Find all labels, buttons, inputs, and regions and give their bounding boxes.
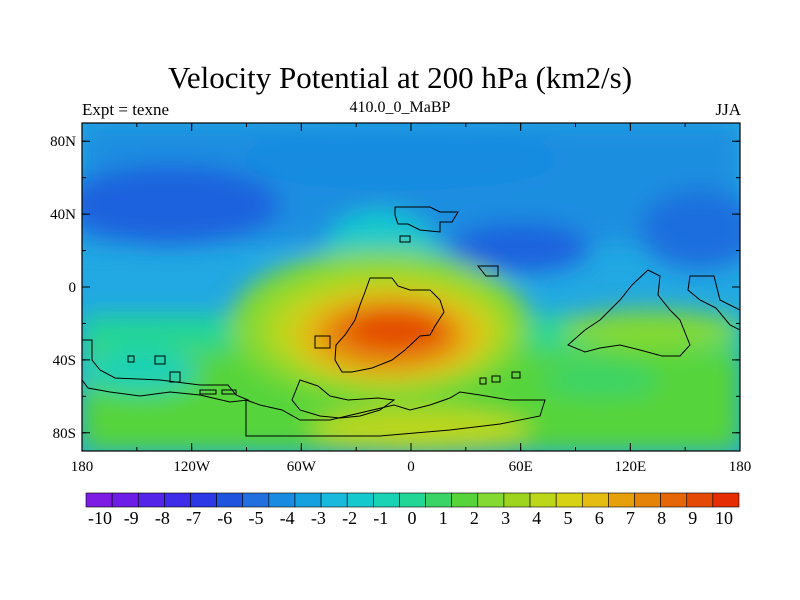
x-tick-label: 60W [287, 459, 317, 475]
colorbar-box [346, 492, 374, 508]
colorbar-label: 9 [688, 508, 697, 528]
colorbar-box [268, 492, 296, 508]
colorbar-box [373, 492, 400, 508]
colorbar-box [137, 492, 165, 508]
colorbar-box [503, 492, 531, 508]
x-tick-label: 120E [614, 459, 646, 475]
colorbar-label: -4 [280, 508, 295, 528]
colorbar-label: 8 [657, 508, 666, 528]
colorbar-label: -9 [124, 508, 139, 528]
colorbar-label: 6 [595, 508, 604, 528]
colorbar-box [686, 492, 714, 508]
chart-title: Velocity Potential at 200 hPa (km2/s) [167, 60, 633, 95]
colorbar-label: 1 [439, 508, 448, 528]
colorbar-box [425, 492, 452, 508]
colorbar-box [608, 492, 635, 508]
season-label: JJA [715, 100, 741, 119]
x-tick-label: 0 [407, 459, 415, 475]
colorbar-box [581, 492, 609, 508]
colorbar-label: 3 [501, 508, 510, 528]
y-tick-label: 40N [50, 207, 76, 223]
x-tick-label: 60E [509, 459, 533, 475]
colorbar-label: -3 [311, 508, 326, 528]
colorbar-label: -7 [186, 508, 201, 528]
y-tick-label: 0 [69, 280, 77, 296]
colorbar-box [660, 492, 688, 508]
colorbar-label: 4 [532, 508, 541, 528]
colorbar-label: -8 [155, 508, 170, 528]
colorbar-box [399, 492, 426, 508]
y-tick-label: 40S [53, 353, 76, 369]
colorbar-label: -5 [249, 508, 264, 528]
colorbar-box [85, 492, 113, 508]
colorbar-box [477, 492, 505, 508]
colorbar-label: 7 [626, 508, 635, 528]
colorbar-box [634, 492, 661, 508]
y-tick-label: 80S [53, 426, 76, 442]
colorbar-box [712, 492, 740, 508]
colorbar-label: -6 [217, 508, 232, 528]
colorbar-labels: -10 -9 -8 -7 -6 -5 -4 -3 -2 -1 0 1 2 3 4 5 6 7 8 9 10 [88, 508, 733, 528]
colorbar-label: 0 [408, 508, 417, 528]
colorbar-box [242, 492, 270, 508]
colorbar-box [111, 492, 139, 508]
colorbar-label: 2 [470, 508, 479, 528]
contour-field [82, 123, 740, 451]
colorbar-box [164, 492, 191, 508]
colorbar-label: -10 [88, 508, 112, 528]
experiment-label: Expt = texne [82, 100, 170, 119]
axis-ticks [81, 123, 741, 451]
colorbar-label: -1 [373, 508, 388, 528]
y-tick-label: 80N [50, 134, 76, 150]
colorbar-label: -2 [342, 508, 357, 528]
colorbar-label: 5 [564, 508, 573, 528]
colorbar-box [190, 492, 217, 508]
x-axis-labels: 180 120W 60W 0 60E 120E 180 [71, 459, 752, 475]
x-tick-label: 180 [729, 459, 752, 475]
colorbar-box [529, 492, 557, 508]
colorbar-box [555, 492, 583, 508]
period-label: 410.0_0_MaBP [349, 99, 451, 116]
colorbar-box [320, 492, 348, 508]
coastlines [82, 206, 740, 437]
colorbar-box [294, 492, 322, 508]
colorbar-box [451, 492, 479, 508]
colorbar-label: 10 [715, 508, 733, 528]
x-tick-label: 120W [173, 459, 211, 475]
colorbar-box [216, 492, 244, 508]
x-tick-label: 180 [71, 459, 94, 475]
colorbar [85, 492, 740, 508]
y-axis-labels: 80N 40N 0 40S 80S [50, 134, 76, 442]
